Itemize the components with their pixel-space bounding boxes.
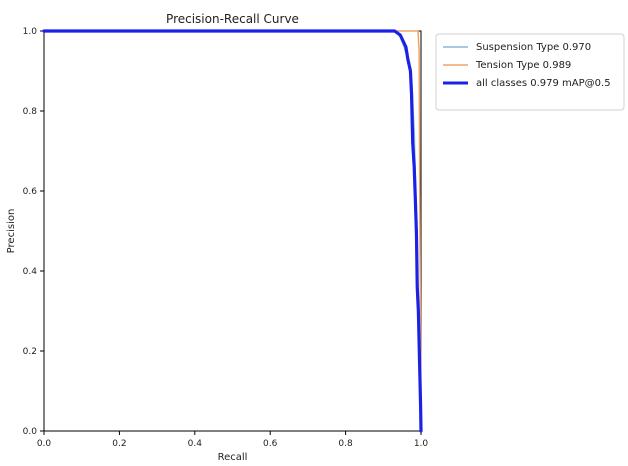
y-tick-label: 0.2 (23, 347, 37, 357)
y-axis-label: Precision (6, 209, 17, 254)
x-axis-label: Recall (218, 452, 248, 463)
plot-area (43, 30, 422, 432)
y-tick-label: 0.6 (23, 187, 38, 197)
x-tick-label: 0.4 (188, 439, 203, 449)
legend-label-suspension: Suspension Type 0.970 (476, 42, 591, 53)
series-line-all-classes (42, 29, 423, 433)
x-tick-label: 0.0 (37, 439, 52, 449)
x-tick-label: 0.2 (112, 439, 126, 449)
y-tick-label: 1.0 (23, 27, 38, 37)
x-tick-label: 0.8 (338, 439, 353, 449)
y-axis-ticks: 0.0 0.2 0.4 0.6 0.8 1.0 (23, 27, 44, 437)
chart-title: Precision-Recall Curve (166, 12, 299, 26)
y-tick-label: 0.0 (23, 427, 38, 437)
series-lines (42, 29, 423, 433)
x-tick-label: 1.0 (414, 439, 429, 449)
x-axis-ticks: 0.0 0.2 0.4 0.6 0.8 1.0 (37, 431, 429, 449)
x-tick-label: 0.6 (263, 439, 278, 449)
y-tick-label: 0.8 (23, 107, 38, 117)
legend-box (435, 33, 625, 111)
y-tick-label: 0.4 (23, 267, 38, 277)
legend: Suspension Type 0.970 Tension Type 0.989… (435, 33, 625, 111)
legend-label-tension: Tension Type 0.989 (475, 60, 571, 71)
legend-label-all-classes: all classes 0.979 mAP@0.5 (476, 78, 611, 89)
